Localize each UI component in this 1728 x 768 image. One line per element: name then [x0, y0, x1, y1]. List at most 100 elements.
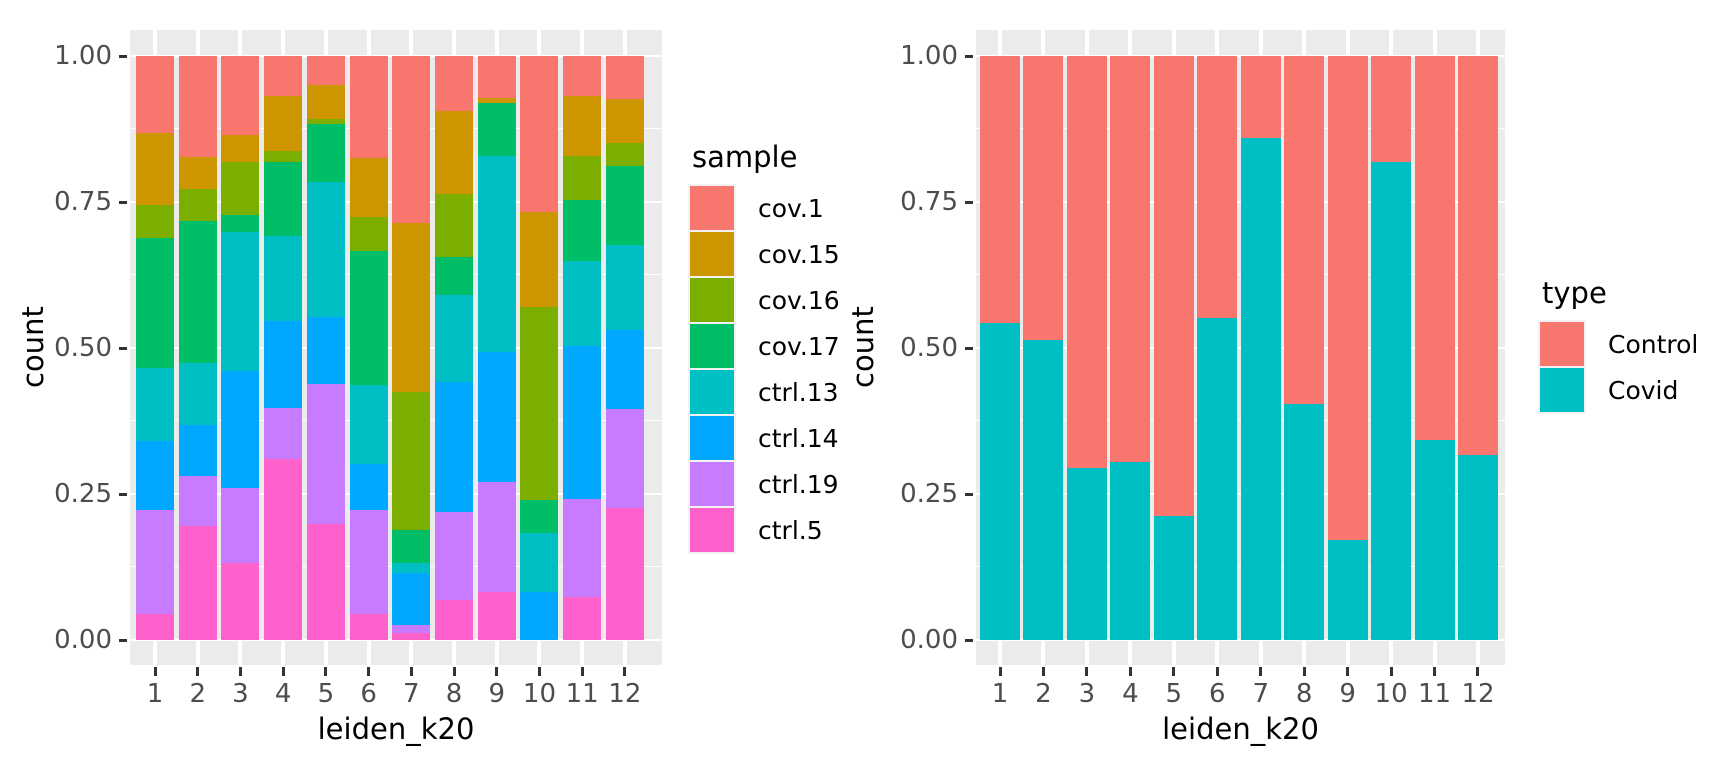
bar	[264, 56, 303, 640]
y-tick-label: 1.00	[54, 41, 112, 71]
x-tick-label: 11	[1417, 679, 1452, 709]
v-gridline-cell	[307, 30, 345, 665]
x-tick-cell	[1415, 667, 1455, 676]
x-tick-mark	[238, 667, 242, 676]
bar-segment-cov.1	[221, 56, 260, 135]
legend-title: type	[1542, 276, 1607, 310]
bar-segment-cov.15	[178, 156, 217, 190]
bar	[980, 56, 1020, 640]
bars	[136, 56, 644, 640]
bar-segment-cov.1	[563, 56, 602, 96]
y-tick-label: 0.25	[900, 479, 958, 509]
legend-label: Control	[1608, 329, 1699, 359]
legend-item: ctrl.19	[690, 462, 840, 506]
gridline	[130, 128, 662, 129]
bar-segment-cov.16	[178, 189, 217, 222]
x-tick-mark	[1389, 667, 1393, 676]
bar-segment-Control	[1023, 56, 1064, 340]
bar-segment-ctrl.5	[435, 600, 474, 640]
h-gridlines	[976, 30, 1505, 665]
x-tick-mark	[367, 667, 371, 676]
bar-segment-Covid	[980, 322, 1020, 640]
legend-item: cov.16	[690, 278, 840, 322]
x-tick-mark	[196, 667, 200, 676]
x-tick-label: 7	[403, 679, 420, 709]
x-tick-cell	[264, 667, 302, 676]
x-tick-cell	[606, 667, 644, 676]
gridline	[130, 347, 662, 349]
v-gridline-cell	[435, 30, 473, 665]
x-tick-mark	[495, 667, 499, 676]
legend-swatch	[690, 324, 734, 368]
x-tick-cell	[1023, 667, 1063, 676]
bar-segment-ctrl.13	[392, 562, 431, 573]
x-tick-label: 9	[1339, 679, 1356, 709]
bar-segment-Covid	[1284, 404, 1325, 640]
bar-segment-cov.15	[435, 110, 474, 194]
x-tick-mark	[998, 667, 1002, 676]
bar-segment-cov.15	[477, 97, 516, 103]
x-axis-ticks	[980, 667, 1498, 676]
bar-segment-ctrl.5	[563, 597, 602, 640]
bar-segment-cov.16	[221, 161, 260, 216]
x-tick-mark	[1302, 667, 1306, 676]
bar	[1240, 56, 1281, 640]
x-tick-cell	[563, 667, 601, 676]
v-gridline-cell	[179, 30, 217, 665]
y-tick-label: 0.00	[900, 625, 958, 655]
v-gridline-cell	[392, 30, 430, 665]
legend-label: Covid	[1608, 375, 1679, 405]
x-tick-label: 5	[317, 679, 335, 709]
bar-segment-ctrl.13	[563, 261, 602, 347]
bar-segment-ctrl.14	[221, 371, 260, 489]
y-tick-mark	[119, 493, 127, 496]
bar-segment-cov.17	[221, 215, 260, 232]
x-tick-mark	[409, 667, 413, 676]
x-tick-cell	[392, 667, 430, 676]
type-legend: type Control Covid	[1540, 276, 1698, 414]
bar-segment-Control	[1110, 56, 1151, 462]
bar-segment-cov.15	[349, 157, 388, 218]
legend-label: cov.15	[758, 239, 840, 269]
bar-segment-ctrl.5	[349, 613, 388, 640]
bar-segment-cov.16	[435, 193, 474, 257]
bar	[1110, 56, 1151, 640]
bar-segment-cov.15	[520, 211, 559, 307]
x-tick-cell	[1328, 667, 1368, 676]
bar-segment-cov.17	[563, 200, 602, 262]
bar-segment-cov.17	[136, 238, 174, 369]
legend-label: cov.1	[758, 193, 824, 223]
bar-segment-cov.1	[477, 56, 516, 98]
bar	[520, 56, 559, 640]
x-tick-cell	[1110, 667, 1150, 676]
y-tick-label: 0.75	[900, 187, 958, 217]
gridline	[130, 55, 662, 57]
bar-segment-Covid	[1414, 439, 1455, 640]
x-tick-mark	[537, 667, 541, 676]
y-tick-mark	[119, 55, 127, 58]
bars	[980, 56, 1498, 640]
bar-segment-ctrl.5	[477, 591, 516, 640]
gridline	[281, 30, 286, 665]
x-axis-title: leiden_k20	[317, 712, 475, 746]
y-tick-mark	[119, 347, 127, 350]
bar-segment-ctrl.13	[435, 295, 474, 383]
bar	[435, 56, 474, 640]
bar-segment-Covid	[1110, 461, 1151, 640]
v-gridline-cell	[606, 30, 644, 665]
x-tick-label: 1	[146, 679, 164, 709]
bar-segment-cov.17	[477, 102, 516, 157]
bar	[221, 56, 260, 640]
x-tick-label: 8	[445, 679, 463, 709]
bar-segment-ctrl.14	[136, 441, 174, 511]
bar	[1153, 56, 1194, 640]
bar-segment-Covid	[1066, 468, 1107, 640]
bar-segment-cov.16	[349, 217, 388, 251]
gridline	[1084, 30, 1089, 665]
plot-panel	[976, 30, 1505, 665]
v-gridline-cell	[1328, 30, 1368, 665]
x-tick-cell	[1371, 667, 1411, 676]
bar-segment-ctrl.19	[136, 510, 174, 614]
bar-segment-Control	[1197, 56, 1238, 319]
